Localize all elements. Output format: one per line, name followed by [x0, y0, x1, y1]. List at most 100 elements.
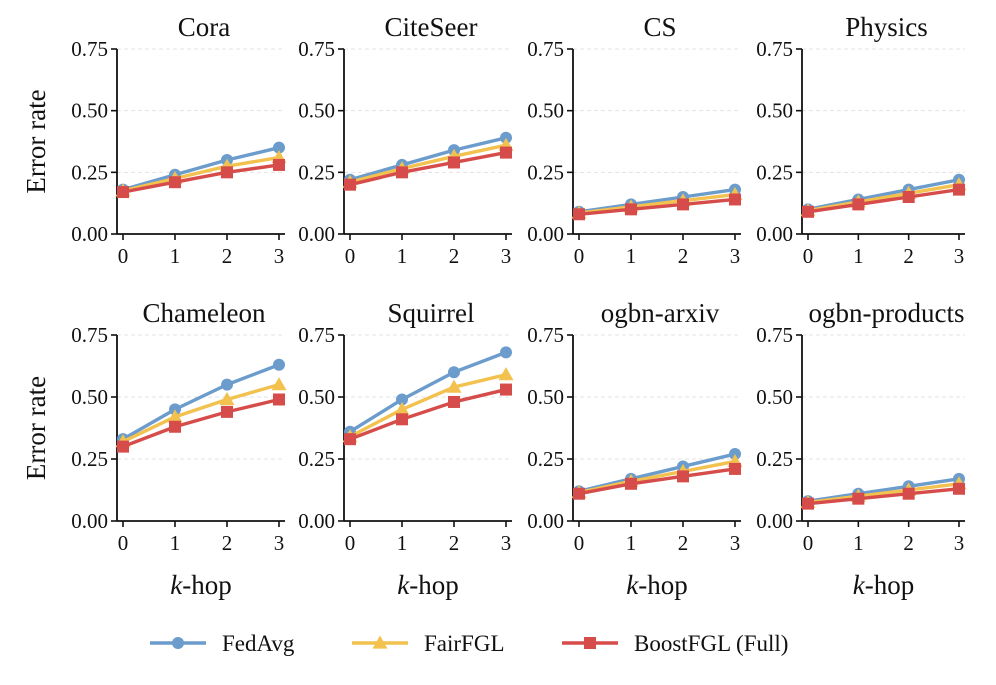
series-line	[807, 487, 960, 506]
x-tick-label: 1	[626, 244, 637, 268]
x-axis-title-variable: k	[626, 570, 639, 600]
data-point	[394, 401, 410, 416]
x-tick-label: 3	[274, 244, 285, 268]
x-tick-label: 1	[397, 531, 408, 555]
data-point	[902, 487, 915, 500]
x-tick-label: 0	[345, 244, 356, 268]
x-axis-title-rest: -hop	[409, 570, 459, 600]
series-line	[349, 143, 507, 184]
x-tick-label: 3	[954, 531, 965, 555]
legend-label: BoostFGL (Full)	[634, 631, 788, 656]
panel-title: Physics	[845, 12, 928, 42]
data-point	[573, 208, 585, 221]
panel-chameleon: 0.00 0.25 0.50 0.75 0 1 2 3 Chameleon Error rate k…	[21, 298, 287, 600]
series-line	[349, 387, 507, 441]
x-axis-title-rest: -hop	[638, 570, 688, 600]
panel-title: Cora	[178, 12, 231, 42]
y-tick-label: 0.50	[71, 99, 108, 123]
x-tick-label: 2	[903, 244, 914, 268]
data-point	[117, 186, 129, 199]
legend-marker	[372, 635, 388, 649]
panel-title: Squirrel	[388, 298, 475, 328]
data-point	[500, 346, 512, 359]
legend-marker	[172, 637, 184, 649]
y-tick-label: 0.75	[756, 37, 793, 61]
y-tick-label: 0.00	[298, 509, 335, 533]
panel-title: ogbn-arxiv	[601, 298, 720, 328]
x-tick-label: 2	[678, 244, 689, 268]
panel-ogbn-products: 0.00 0.25 0.50 0.75 0 1 2 3 ogbn-products k-hop	[756, 298, 967, 600]
x-tick-label: 2	[678, 531, 689, 555]
series-boostfgl-full	[344, 146, 512, 191]
x-tick-label: 2	[222, 244, 233, 268]
x-tick-label: 0	[345, 531, 356, 555]
y-tick-label: 0.00	[756, 509, 793, 533]
data-point	[273, 141, 285, 154]
data-point	[953, 482, 965, 495]
y-tick-label: 0.25	[71, 447, 108, 471]
x-tick-label: 3	[730, 244, 741, 268]
y-tick-label: 0.50	[71, 385, 108, 409]
x-tick-label: 2	[449, 244, 460, 268]
data-point	[448, 366, 460, 379]
x-tick-label: 3	[730, 531, 741, 555]
series-line	[578, 452, 736, 493]
x-axis-title: k-hop	[397, 570, 458, 600]
series-line	[349, 150, 507, 187]
data-point	[729, 462, 741, 475]
panel-title: CiteSeer	[385, 12, 478, 42]
data-point	[273, 158, 285, 171]
series-boostfgl-full	[802, 183, 965, 218]
y-tick-label: 0.00	[756, 222, 793, 246]
data-point	[221, 378, 233, 391]
data-point	[498, 367, 514, 381]
panel-physics: 0.00 0.25 0.50 0.75 0 1 2 3 Physics	[756, 12, 967, 268]
x-tick-label: 1	[170, 244, 181, 268]
legend-item-fairfgl: FairFGL	[352, 631, 505, 656]
data-point	[500, 146, 512, 159]
data-point	[953, 183, 965, 196]
legend-marker	[584, 637, 596, 649]
data-point	[273, 358, 285, 371]
x-axis-title-variable: k	[397, 570, 410, 600]
x-tick-label: 1	[853, 531, 864, 555]
data-point	[221, 166, 233, 179]
x-tick-label: 0	[803, 531, 814, 555]
data-point	[117, 440, 129, 453]
x-tick-label: 1	[397, 244, 408, 268]
data-point	[446, 379, 462, 393]
data-point	[221, 405, 233, 418]
series-fedavg	[344, 346, 512, 438]
data-point	[396, 413, 408, 426]
panel-squirrel: 0.00 0.25 0.50 0.75 0 1 2 3 Squirrel k-hop	[298, 298, 514, 600]
y-tick-label: 0.25	[756, 447, 793, 471]
series-line	[122, 155, 280, 193]
y-tick-label: 0.25	[527, 160, 564, 184]
series-boostfgl-full	[344, 383, 512, 446]
x-tick-label: 0	[803, 244, 814, 268]
data-point	[273, 393, 285, 406]
panel-title: Chameleon	[143, 298, 266, 328]
y-tick-label: 0.75	[298, 323, 335, 347]
x-tick-label: 3	[954, 244, 965, 268]
y-tick-label: 0.75	[527, 323, 564, 347]
x-tick-label: 2	[903, 531, 914, 555]
x-axis-title: k-hop	[626, 570, 687, 600]
series-line	[349, 136, 507, 182]
y-tick-label: 0.50	[298, 99, 335, 123]
series-line	[807, 477, 960, 503]
y-tick-label: 0.50	[298, 385, 335, 409]
y-tick-label: 0.75	[71, 323, 108, 347]
data-point	[802, 497, 814, 510]
data-point	[396, 166, 408, 179]
data-point	[677, 198, 689, 211]
series-fairfgl	[115, 377, 287, 448]
y-tick-label: 0.25	[298, 160, 335, 184]
x-axis-title-variable: k	[853, 570, 866, 600]
data-point	[677, 470, 689, 483]
x-axis-title-rest: -hop	[182, 570, 232, 600]
x-tick-label: 1	[626, 531, 637, 555]
data-point	[396, 393, 408, 406]
data-point	[802, 205, 814, 218]
data-point	[344, 433, 356, 446]
